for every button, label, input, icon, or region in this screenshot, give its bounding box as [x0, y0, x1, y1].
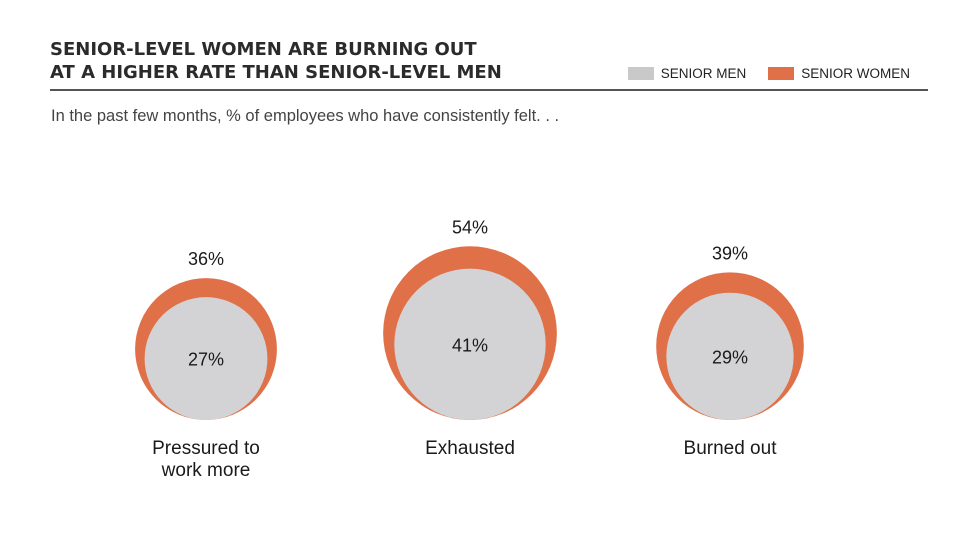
bubble-group-pressured-to-work-more: 27% 36% Pressured to work more [135, 249, 277, 481]
legend-item-senior-men: SENIOR MEN [627, 66, 747, 81]
category-label-line-pressured-to-work-more-2: work more [161, 460, 251, 481]
bubble-group-burned-out: 29% 39% Burned out [656, 243, 804, 459]
legend-label-senior-men: SENIOR MEN [660, 66, 747, 81]
category-label-exhausted: Exhausted [425, 438, 515, 459]
value-label-men-pressured-to-work-more: 27% [188, 350, 224, 370]
category-label-line-pressured-to-work-more-1: Pressured to [152, 438, 260, 459]
value-label-women-burned-out: 39% [712, 243, 748, 263]
bubble-group-exhausted: 41% 54% Exhausted [383, 217, 557, 459]
legend-swatch-senior-men [627, 67, 654, 80]
chart-title-line-1: SENIOR-LEVEL WOMEN ARE BURNING OUT [50, 39, 477, 60]
category-label-pressured-to-work-more: Pressured to work more [152, 438, 260, 481]
legend-swatch-senior-women [768, 67, 795, 80]
value-label-men-burned-out: 29% [712, 347, 748, 367]
legend-item-senior-women: SENIOR WOMEN [768, 66, 910, 81]
category-label-burned-out: Burned out [684, 438, 778, 459]
legend-label-senior-women: SENIOR WOMEN [801, 66, 910, 81]
chart-title: SENIOR-LEVEL WOMEN ARE BURNING OUT AT A … [50, 38, 502, 84]
bubble-men-pressured-to-work-more [144, 297, 268, 420]
value-label-men-exhausted: 41% [452, 335, 488, 355]
chart-title-line-2: AT A HIGHER RATE THAN SENIOR-LEVEL MEN [50, 62, 502, 83]
bubble-men-burned-out [666, 292, 794, 420]
value-label-women-exhausted: 54% [452, 217, 488, 237]
bubble-men-exhausted [394, 268, 546, 420]
category-label-line-exhausted-1: Exhausted [425, 438, 515, 459]
category-label-line-burned-out-1: Burned out [684, 438, 778, 459]
header-divider [50, 89, 928, 91]
legend: SENIOR MEN SENIOR WOMEN [606, 66, 910, 81]
chart-subtitle: In the past few months, % of employees w… [51, 107, 560, 125]
value-label-women-pressured-to-work-more: 36% [188, 249, 224, 269]
